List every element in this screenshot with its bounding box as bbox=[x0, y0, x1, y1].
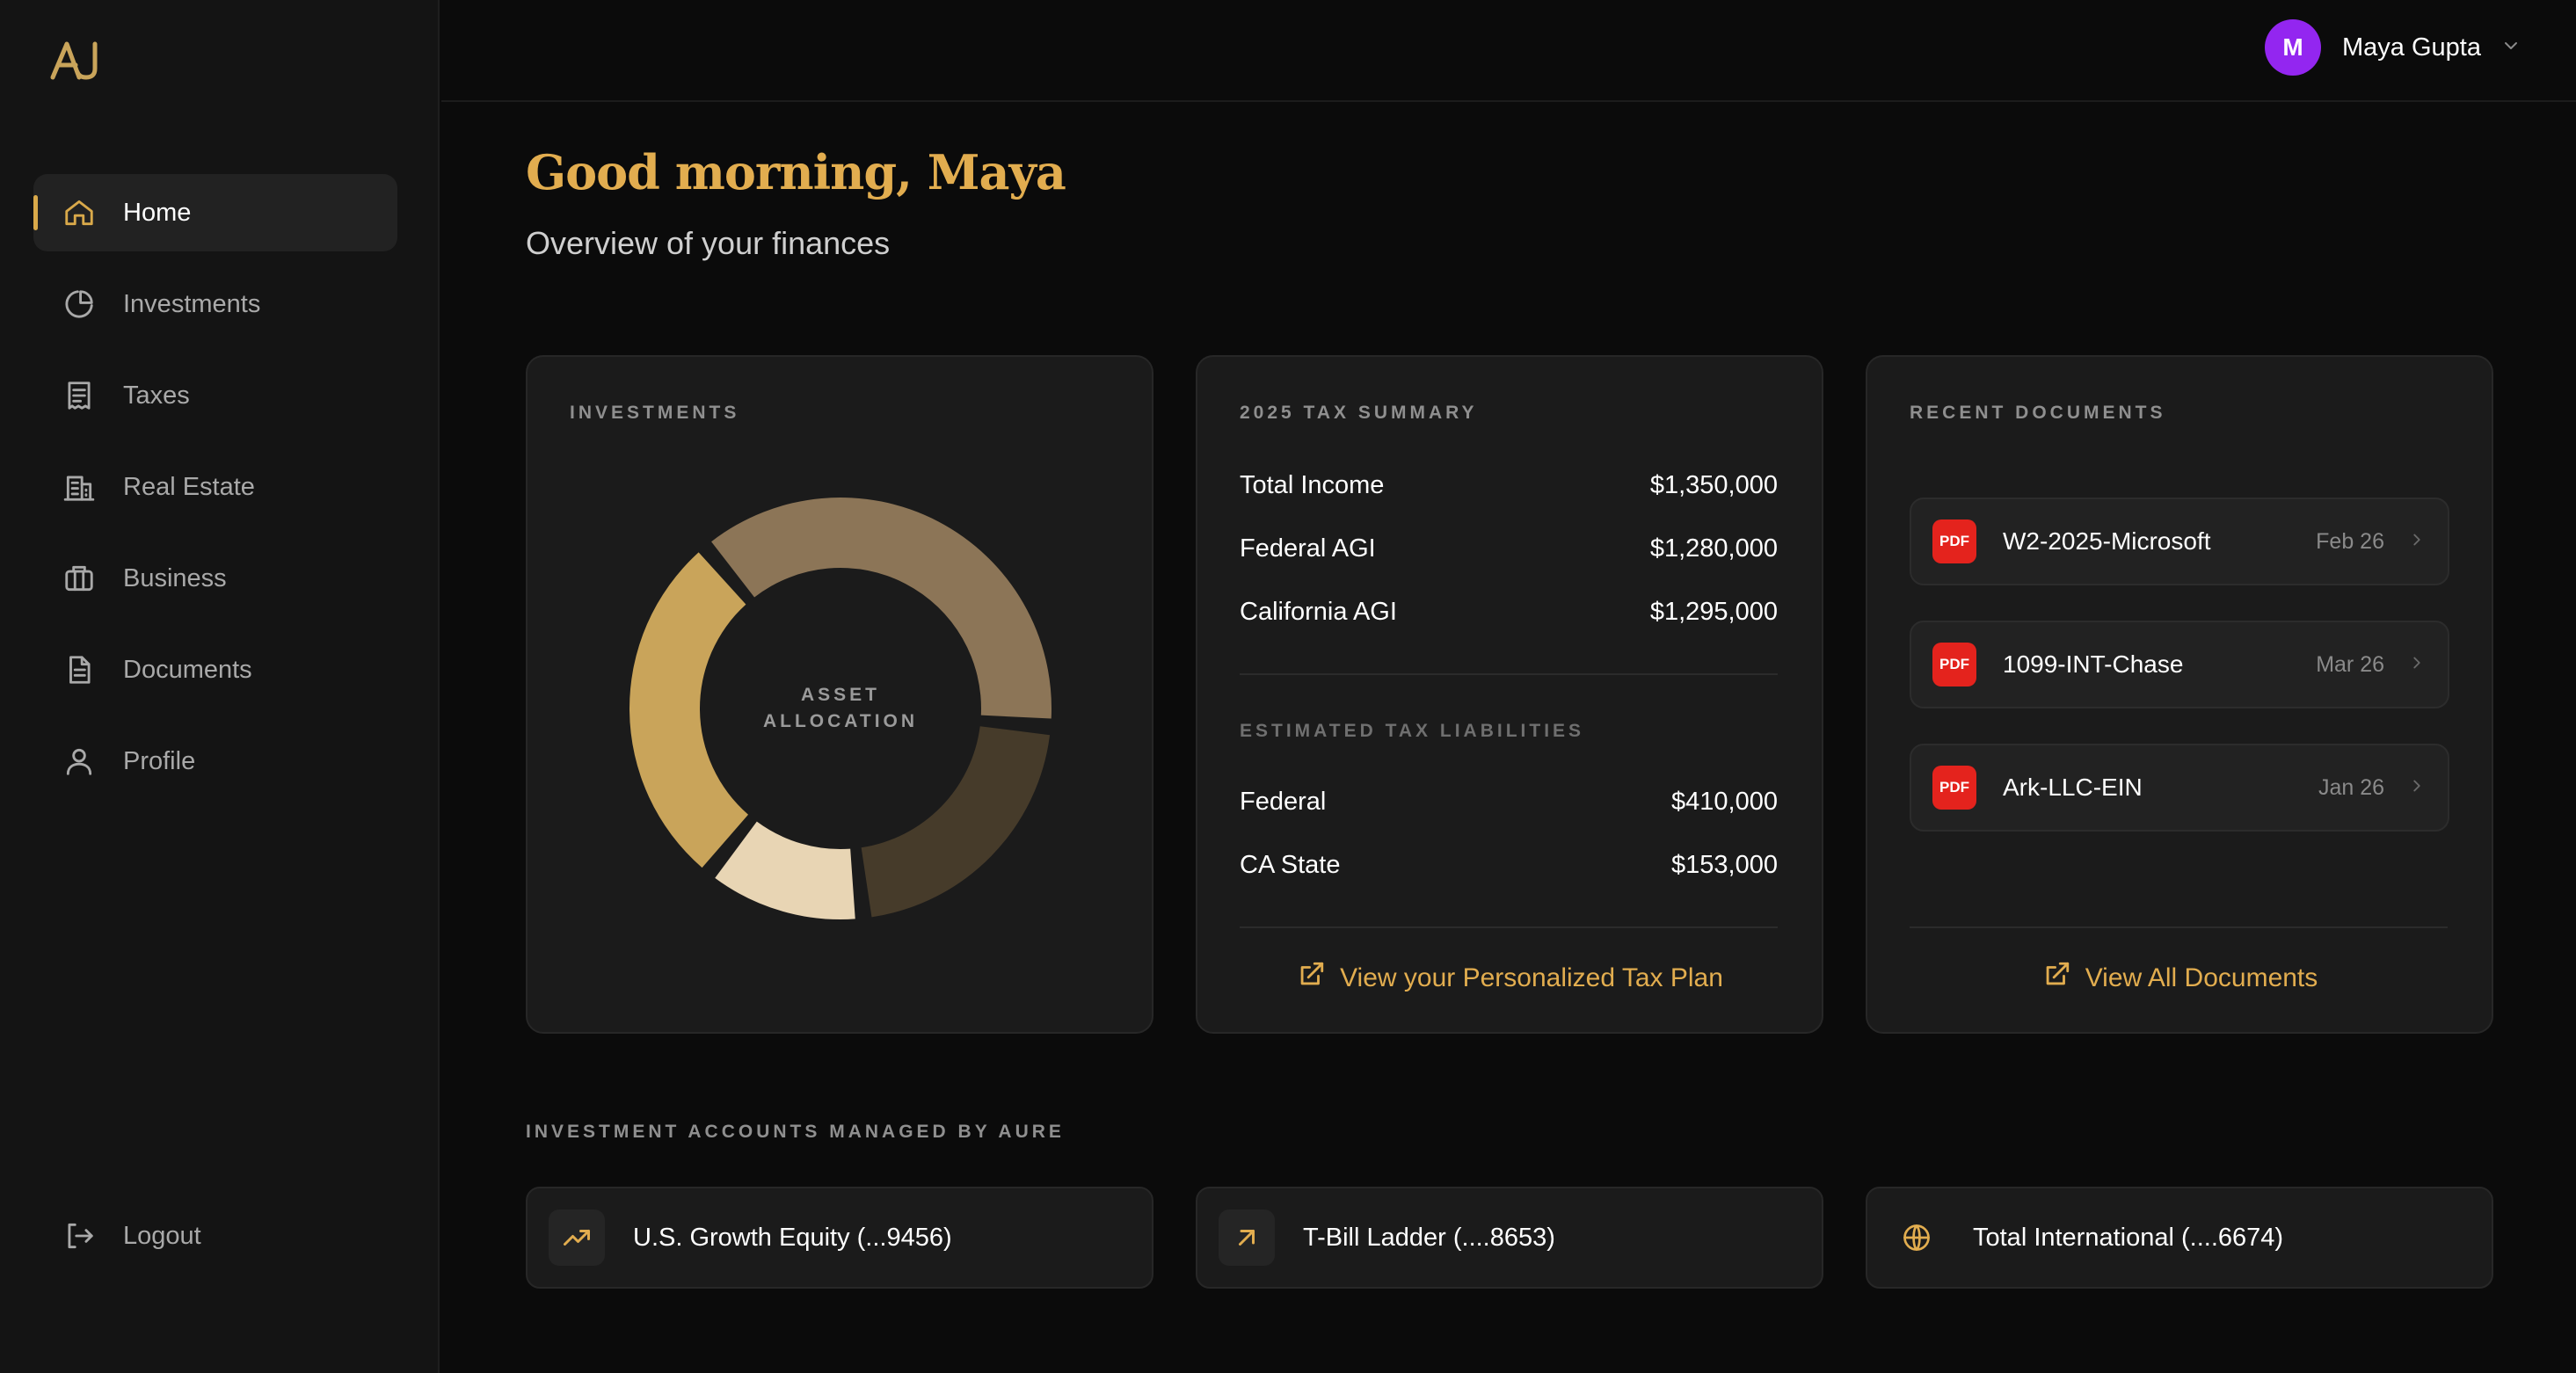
row-label: CA State bbox=[1240, 851, 1341, 879]
chart-center-line2: ALLOCATION bbox=[762, 711, 919, 731]
sidebar-item-label: Business bbox=[123, 563, 227, 592]
user-icon bbox=[62, 744, 97, 779]
brand-logo[interactable] bbox=[49, 37, 106, 83]
tax-summary-card: 2025 TAX SUMMARY Total Income $1,350,000… bbox=[1196, 355, 1823, 1034]
logout-label: Logout bbox=[123, 1221, 201, 1250]
document-name: W2-2025-Microsoft bbox=[2003, 527, 2211, 555]
logout-button[interactable]: Logout bbox=[33, 1197, 397, 1275]
liability-row-federal: Federal $410,000 bbox=[1240, 788, 1778, 817]
account-card[interactable]: U.S. Growth Equity (...9456) bbox=[526, 1187, 1153, 1289]
globe-icon bbox=[1888, 1210, 1945, 1266]
sidebar-item-documents[interactable]: Documents bbox=[33, 631, 397, 708]
card-label: RECENT DOCUMENTS bbox=[1910, 403, 2166, 423]
sidebar: Home Investments Taxes Real Estate Busin… bbox=[0, 0, 440, 1373]
chevron-right-icon bbox=[2407, 776, 2427, 800]
chevron-right-icon bbox=[2407, 530, 2427, 554]
donut-slice-4[interactable] bbox=[629, 552, 749, 868]
avatar: M bbox=[2265, 19, 2322, 76]
document-date: Feb 26 bbox=[2316, 528, 2384, 554]
sidebar-item-home[interactable]: Home bbox=[33, 174, 397, 251]
row-label: Federal bbox=[1240, 788, 1327, 816]
receipt-icon bbox=[62, 378, 97, 413]
document-item[interactable]: PDF Ark-LLC-EIN Jan 26 bbox=[1910, 744, 2449, 832]
row-value: $153,000 bbox=[1671, 851, 1778, 879]
tax-row-total-income: Total Income $1,350,000 bbox=[1240, 471, 1778, 500]
top-bar: M Maya Gupta bbox=[441, 0, 2576, 102]
chart-center-label: ASSET ALLOCATION bbox=[621, 489, 1060, 928]
document-icon bbox=[62, 652, 97, 687]
building-icon bbox=[62, 469, 97, 505]
view-tax-plan-link[interactable]: View your Personalized Tax Plan bbox=[1197, 960, 1822, 997]
card-label: 2025 TAX SUMMARY bbox=[1240, 403, 1478, 423]
arrow-up-right-icon bbox=[1219, 1210, 1275, 1266]
tax-row-federal-agi: Federal AGI $1,280,000 bbox=[1240, 534, 1778, 563]
page-title: Good morning, Maya bbox=[526, 144, 1066, 200]
user-name: Maya Gupta bbox=[2342, 33, 2481, 62]
row-value: $1,350,000 bbox=[1649, 471, 1778, 499]
external-link-icon bbox=[1296, 960, 1340, 997]
briefcase-icon bbox=[62, 561, 97, 596]
row-value: $1,295,000 bbox=[1649, 598, 1778, 626]
user-menu[interactable]: M Maya Gupta bbox=[2265, 19, 2521, 76]
divider bbox=[1240, 673, 1778, 675]
pie-chart-icon bbox=[62, 287, 97, 322]
document-date: Jan 26 bbox=[2318, 774, 2384, 800]
accounts-section-label: INVESTMENT ACCOUNTS MANAGED BY AURE bbox=[526, 1122, 1065, 1142]
document-date: Mar 26 bbox=[2316, 651, 2384, 677]
home-icon bbox=[62, 195, 97, 230]
sidebar-item-label: Taxes bbox=[123, 381, 190, 410]
liability-row-ca-state: CA State $153,000 bbox=[1240, 851, 1778, 880]
sidebar-item-investments[interactable]: Investments bbox=[33, 265, 397, 343]
sidebar-item-label: Profile bbox=[123, 746, 196, 775]
account-card[interactable]: T-Bill Ladder (....8653) bbox=[1196, 1187, 1823, 1289]
chevron-right-icon bbox=[2407, 653, 2427, 677]
chart-center-line1: ASSET bbox=[800, 685, 880, 705]
divider bbox=[1910, 926, 2448, 928]
investments-card: INVESTMENTS ASSET ALLOCATION bbox=[526, 355, 1153, 1034]
donut-slice-1[interactable] bbox=[711, 498, 1052, 719]
trending-up-icon bbox=[549, 1210, 605, 1266]
row-value: $410,000 bbox=[1671, 788, 1778, 816]
row-label: Federal AGI bbox=[1240, 534, 1376, 563]
chevron-down-icon bbox=[2500, 35, 2521, 61]
document-name: 1099-INT-Chase bbox=[2003, 650, 2184, 678]
account-name: Total International (....6674) bbox=[1973, 1223, 2284, 1252]
sidebar-item-label: Home bbox=[123, 198, 192, 227]
liabilities-label: ESTIMATED TAX LIABILITIES bbox=[1240, 721, 1585, 741]
external-link-icon bbox=[2041, 960, 2085, 997]
pdf-icon: PDF bbox=[1932, 766, 1976, 810]
sidebar-item-profile[interactable]: Profile bbox=[33, 723, 397, 800]
donut-slice-3[interactable] bbox=[715, 821, 855, 919]
sidebar-item-label: Real Estate bbox=[123, 472, 255, 501]
account-card[interactable]: Total International (....6674) bbox=[1866, 1187, 2493, 1289]
recent-documents-card: RECENT DOCUMENTS PDF W2-2025-Microsoft F… bbox=[1866, 355, 2493, 1034]
divider bbox=[1240, 926, 1778, 928]
page-subtitle: Overview of your finances bbox=[526, 225, 891, 261]
row-value: $1,280,000 bbox=[1649, 534, 1778, 563]
sidebar-item-taxes[interactable]: Taxes bbox=[33, 357, 397, 434]
link-label: View your Personalized Tax Plan bbox=[1340, 963, 1723, 992]
row-label: Total Income bbox=[1240, 471, 1385, 499]
asset-allocation-chart: ASSET ALLOCATION bbox=[621, 489, 1060, 928]
sidebar-nav: Home Investments Taxes Real Estate Busin… bbox=[33, 174, 397, 814]
view-all-documents-link[interactable]: View All Documents bbox=[1867, 960, 2492, 997]
sidebar-item-business[interactable]: Business bbox=[33, 540, 397, 617]
donut-slice-2[interactable] bbox=[861, 726, 1051, 918]
pdf-icon: PDF bbox=[1932, 643, 1976, 686]
sidebar-item-real-estate[interactable]: Real Estate bbox=[33, 448, 397, 526]
tax-row-california-agi: California AGI $1,295,000 bbox=[1240, 598, 1778, 627]
document-name: Ark-LLC-EIN bbox=[2003, 774, 2143, 801]
document-item[interactable]: PDF 1099-INT-Chase Mar 26 bbox=[1910, 621, 2449, 708]
pdf-icon: PDF bbox=[1932, 519, 1976, 563]
link-label: View All Documents bbox=[2085, 963, 2318, 992]
sidebar-item-label: Investments bbox=[123, 289, 261, 318]
row-label: California AGI bbox=[1240, 598, 1397, 626]
document-item[interactable]: PDF W2-2025-Microsoft Feb 26 bbox=[1910, 498, 2449, 585]
account-name: U.S. Growth Equity (...9456) bbox=[633, 1223, 952, 1252]
account-name: T-Bill Ladder (....8653) bbox=[1303, 1223, 1555, 1252]
card-label: INVESTMENTS bbox=[570, 403, 740, 423]
sidebar-item-label: Documents bbox=[123, 655, 252, 684]
logout-icon bbox=[62, 1218, 97, 1253]
